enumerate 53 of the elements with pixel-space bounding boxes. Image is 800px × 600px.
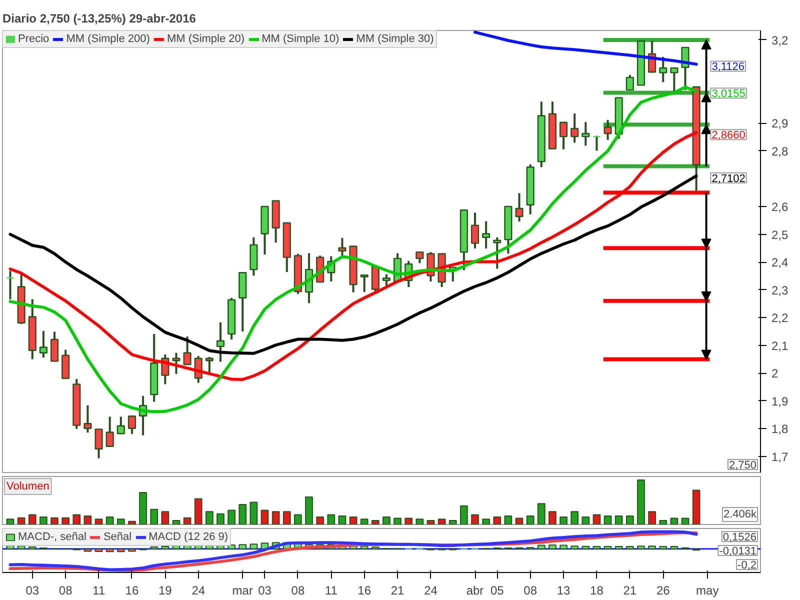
legend-label: Precio <box>18 33 50 45</box>
legend-label: MM (Simple 20) <box>166 33 245 45</box>
x-tick-label: 08 <box>291 584 305 598</box>
text: -0,2 <box>738 560 757 572</box>
x-tick-label: 16 <box>125 584 139 598</box>
x-tick-label: mar <box>232 584 253 598</box>
legend-label: Señal <box>103 531 132 543</box>
y-tick-label: 3,2 <box>772 33 789 48</box>
y-tick-label: 2,8 <box>772 144 789 158</box>
x-tick-label: 08 <box>58 584 73 598</box>
text: 0,1526 <box>722 532 757 544</box>
y-tick-label: 2,2 <box>772 311 789 326</box>
chart-title: Volumen <box>6 480 50 492</box>
y-tick-label: 2,4 <box>772 256 789 270</box>
x-tick-label: 21 <box>390 584 405 598</box>
legend-label: MM (Simple 30) <box>356 33 434 45</box>
y-tick-label: 2,5 <box>772 228 789 242</box>
x-tick-label: 08 <box>524 584 538 598</box>
x-tick-label: 24 <box>192 584 206 598</box>
data-label: 3,0155 <box>712 88 746 100</box>
y-tick-label: 2,9 <box>772 116 789 131</box>
x-tick-label: 24 <box>424 584 438 598</box>
x-tick-label: 21 <box>623 584 637 598</box>
legend-label: MM (Simple 200) <box>66 33 150 45</box>
x-tick-label: may <box>696 584 719 598</box>
y-tick-label: 2,3 <box>772 283 789 298</box>
text: 2,750 <box>728 460 757 472</box>
x-tick-label: 05 <box>490 584 504 598</box>
x-tick-label: 03 <box>258 584 272 598</box>
x-tick-label: 11 <box>324 584 338 598</box>
x-tick-label: 16 <box>358 584 372 598</box>
y-tick-label: 1,7 <box>772 450 789 464</box>
x-tick-label: 18 <box>590 584 604 598</box>
text: -0,0131 <box>719 546 757 558</box>
y-tick-label: 2 <box>772 366 778 381</box>
data-label: 2,7102 <box>712 172 746 185</box>
legend-label: MACD (12 26 9) <box>148 531 228 543</box>
x-tick-label: abr <box>466 584 484 598</box>
x-tick-label: 03 <box>26 584 40 598</box>
legend-label: MACD-, señal <box>18 531 86 543</box>
data-label: 2,8660 <box>712 130 746 142</box>
y-tick-label: 2,1 <box>772 338 789 353</box>
y-tick-label: 2,6 <box>772 200 789 214</box>
x-tick-label: 19 <box>158 584 172 598</box>
x-tick-label: 26 <box>656 584 670 598</box>
x-tick-label: 11 <box>92 584 106 598</box>
text: 2.406k <box>723 508 757 520</box>
y-tick-label: 1,9 <box>772 394 789 408</box>
chart-title: Diario 2,750 (-13,25%) 29-abr-2016 <box>2 12 196 26</box>
y-tick-label: 1,8 <box>772 422 789 436</box>
data-label: 3,1126 <box>712 61 745 74</box>
x-tick-label: 13 <box>556 584 571 598</box>
legend-label: MM (Simple 10) <box>262 33 340 45</box>
